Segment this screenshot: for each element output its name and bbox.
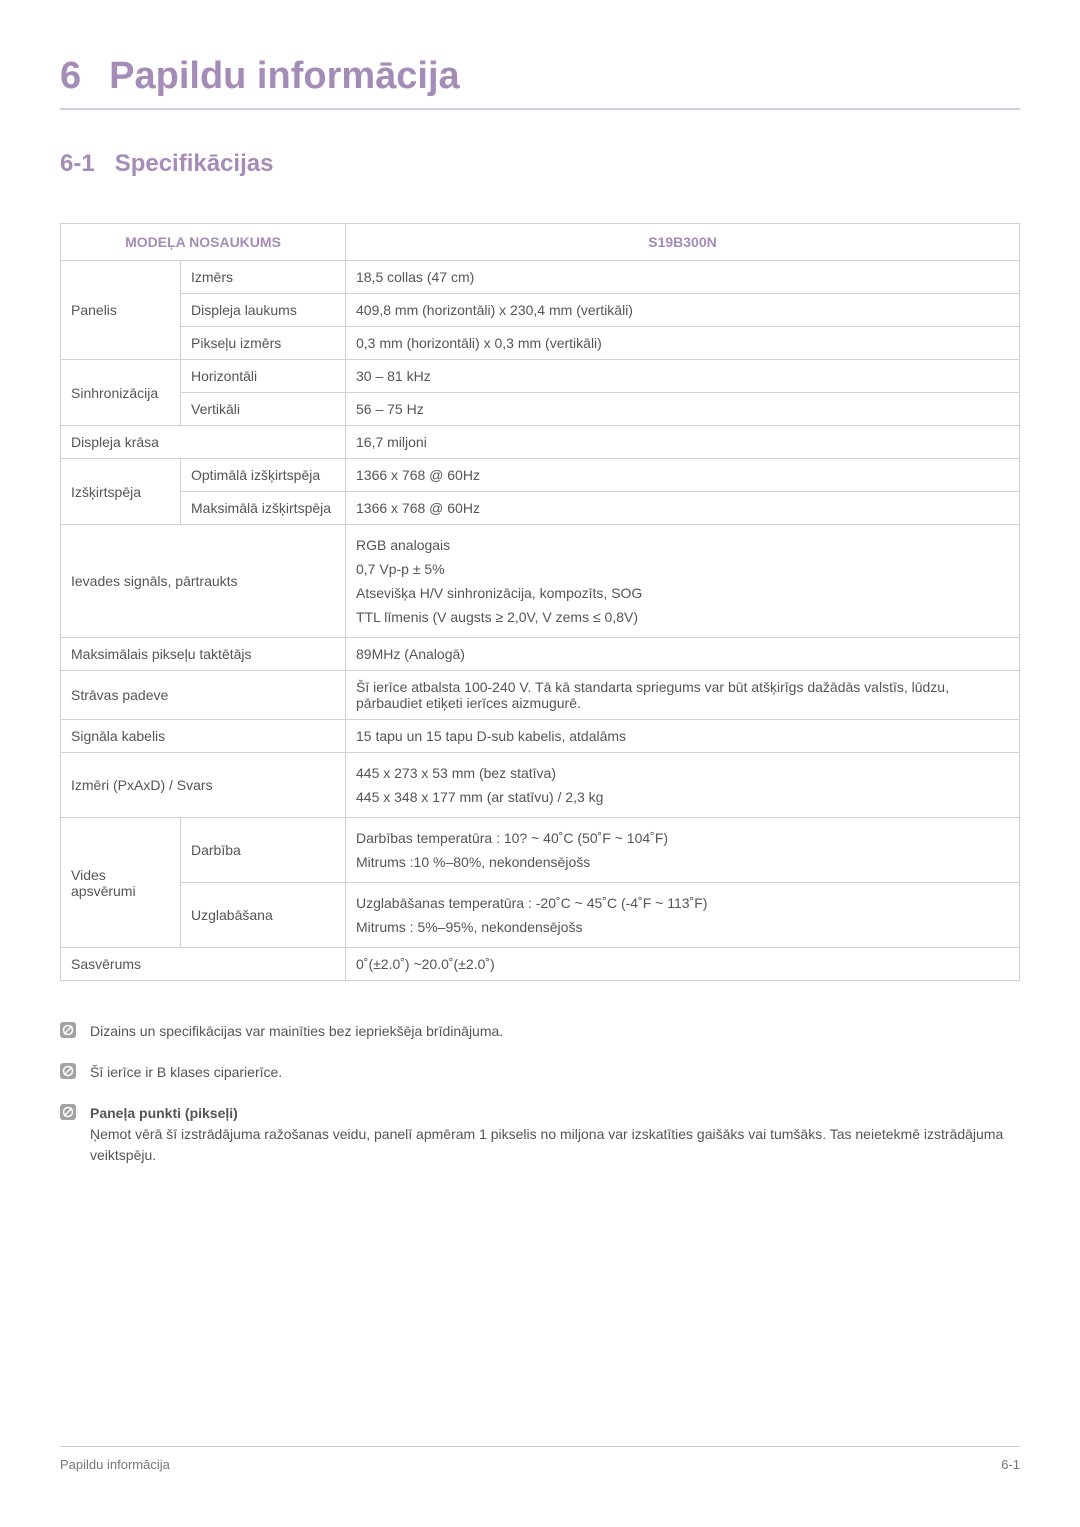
- row-sublabel: Optimālā izšķirtspēja: [181, 459, 346, 492]
- chapter-number: 6: [60, 55, 81, 98]
- row-value: 18,5 collas (47 cm): [346, 261, 1020, 294]
- row-value: 56 – 75 Hz: [346, 393, 1020, 426]
- row-sublabel: Maksimālā izšķirtspēja: [181, 492, 346, 525]
- chapter-title-text: Papildu informācija: [109, 55, 460, 98]
- row-sublabel: Pikseļu izmērs: [181, 327, 346, 360]
- row-label: Signāla kabelis: [61, 720, 346, 753]
- row-value: 16,7 miljoni: [346, 426, 1020, 459]
- table-header-model: MODEĻA NOSAUKUMS: [61, 224, 346, 261]
- row-value-line: 0,7 Vp-p ± 5%: [356, 557, 1009, 581]
- spec-table: MODEĻA NOSAUKUMS S19B300N Panelis Izmērs…: [60, 223, 1020, 981]
- row-sublabel: Vertikāli: [181, 393, 346, 426]
- row-value-line: Uzglabāšanas temperatūra : -20˚C ~ 45˚C …: [356, 891, 1009, 915]
- row-value-line: Darbības temperatūra : 10? ~ 40˚C (50˚F …: [356, 826, 1009, 850]
- note-item: Šī ierīce ir B klases ciparierīce.: [60, 1062, 1020, 1083]
- row-value: 445 x 273 x 53 mm (bez statīva) 445 x 34…: [346, 753, 1020, 818]
- note-text: Paneļa punkti (pikseļi) Ņemot vērā šī iz…: [90, 1103, 1020, 1166]
- note-icon: [60, 1063, 76, 1079]
- note-icon: [60, 1022, 76, 1038]
- row-value-line: 445 x 348 x 177 mm (ar statīvu) / 2,3 kg: [356, 785, 1009, 809]
- row-value-line: Mitrums : 5%–95%, nekondensējošs: [356, 915, 1009, 939]
- row-sublabel: Uzglabāšana: [181, 883, 346, 948]
- section-number: 6-1: [60, 150, 95, 178]
- row-sublabel: Izmērs: [181, 261, 346, 294]
- row-label: Izmēri (PxAxD) / Svars: [61, 753, 346, 818]
- row-label: Sinhronizācija: [61, 360, 181, 426]
- row-sublabel: Darbība: [181, 818, 346, 883]
- row-value: Darbības temperatūra : 10? ~ 40˚C (50˚F …: [346, 818, 1020, 883]
- row-label: Vides apsvērumi: [61, 818, 181, 948]
- chapter-heading: 6 Papildu informācija: [60, 55, 1020, 110]
- row-label: Strāvas padeve: [61, 671, 346, 720]
- note-item: Dizains un specifikācijas var mainīties …: [60, 1021, 1020, 1042]
- row-label: Maksimālais pikseļu taktētājs: [61, 638, 346, 671]
- row-value: 0˚(±2.0˚) ~20.0˚(±2.0˚): [346, 948, 1020, 981]
- note-item: Paneļa punkti (pikseļi) Ņemot vērā šī iz…: [60, 1103, 1020, 1166]
- notes-section: Dizains un specifikācijas var mainīties …: [60, 1021, 1020, 1166]
- note-text: Šī ierīce ir B klases ciparierīce.: [90, 1062, 1020, 1083]
- row-value: 409,8 mm (horizontāli) x 230,4 mm (verti…: [346, 294, 1020, 327]
- table-header-value: S19B300N: [346, 224, 1020, 261]
- row-value-line: Mitrums :10 %–80%, nekondensējošs: [356, 850, 1009, 874]
- section-heading: 6-1 Specifikācijas: [60, 150, 1020, 178]
- row-value-line: TTL līmenis (V augsts ≥ 2,0V, V zems ≤ 0…: [356, 605, 1009, 629]
- row-value: 30 – 81 kHz: [346, 360, 1020, 393]
- section-title-text: Specifikācijas: [115, 150, 274, 178]
- row-value: Šī ierīce atbalsta 100-240 V. Tā kā stan…: [346, 671, 1020, 720]
- row-value: 89MHz (Analogā): [346, 638, 1020, 671]
- row-value-line: RGB analogais: [356, 533, 1009, 557]
- row-label: Ievades signāls, pārtraukts: [61, 525, 346, 638]
- row-label: Sasvērums: [61, 948, 346, 981]
- row-value: 1366 x 768 @ 60Hz: [346, 459, 1020, 492]
- footer-right: 6-1: [1001, 1457, 1020, 1472]
- row-value: RGB analogais 0,7 Vp-p ± 5% Atsevišķa H/…: [346, 525, 1020, 638]
- row-sublabel: Horizontāli: [181, 360, 346, 393]
- row-value: Uzglabāšanas temperatūra : -20˚C ~ 45˚C …: [346, 883, 1020, 948]
- row-value: 0,3 mm (horizontāli) x 0,3 mm (vertikāli…: [346, 327, 1020, 360]
- note-icon: [60, 1104, 76, 1120]
- note-title: Paneļa punkti (pikseļi): [90, 1105, 238, 1121]
- note-text: Dizains un specifikācijas var mainīties …: [90, 1021, 1020, 1042]
- row-label: Panelis: [61, 261, 181, 360]
- row-value: 15 tapu un 15 tapu D-sub kabelis, atdalā…: [346, 720, 1020, 753]
- row-value-line: 445 x 273 x 53 mm (bez statīva): [356, 761, 1009, 785]
- footer-left: Papildu informācija: [60, 1457, 170, 1472]
- row-label: Displeja krāsa: [61, 426, 346, 459]
- row-label: Izšķirtspēja: [61, 459, 181, 525]
- row-value-line: Atsevišķa H/V sinhronizācija, kompozīts,…: [356, 581, 1009, 605]
- page-footer: Papildu informācija 6-1: [60, 1446, 1020, 1472]
- row-value: 1366 x 768 @ 60Hz: [346, 492, 1020, 525]
- note-body-text: Ņemot vērā šī izstrādājuma ražošanas vei…: [90, 1126, 1003, 1163]
- row-sublabel: Displeja laukums: [181, 294, 346, 327]
